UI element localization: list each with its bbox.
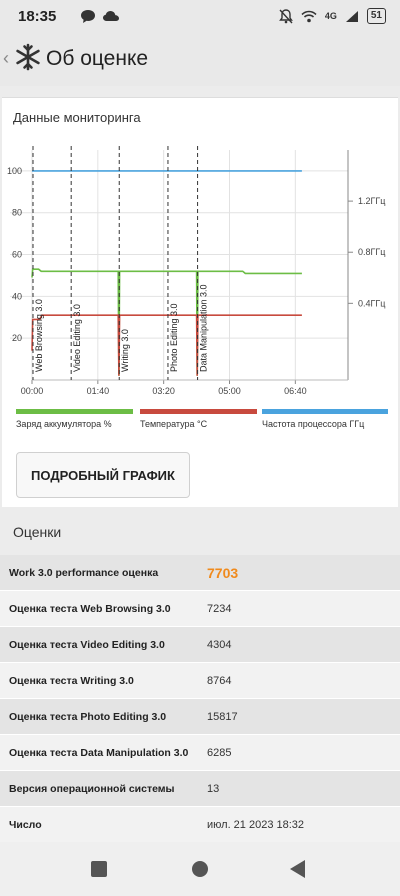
- legend-swatch: [16, 409, 133, 414]
- y-right-tick-label: 0.8ГГц: [358, 247, 385, 257]
- wifi-icon: [301, 10, 317, 22]
- score-row: Оценка теста Writing 3.0 8764: [0, 663, 400, 699]
- app-bar: ‹ Об оценке: [0, 34, 400, 86]
- test-marker-label: Photo Editing 3.0: [169, 303, 179, 372]
- y-right-tick-label: 0.4ГГц: [358, 298, 385, 308]
- test-marker-label: Web Browsing 3.0: [34, 299, 44, 372]
- y-left-tick-label: 80: [12, 208, 22, 218]
- snowflake-logo-icon: [16, 43, 40, 71]
- legend-label: Заряд аккумулятора %: [16, 419, 112, 429]
- score-label: Оценка теста Writing 3.0: [9, 674, 134, 687]
- score-row: Оценка теста Web Browsing 3.0 7234: [0, 591, 400, 627]
- cloud-icon: [103, 11, 119, 21]
- legend-swatch: [140, 409, 257, 414]
- x-tick-label: 03:20: [152, 386, 175, 396]
- status-notification-icons: [80, 9, 120, 24]
- score-value: 13: [207, 782, 220, 795]
- monitoring-card: Данные мониторинга 20 40 60 80 100 00:00 01:40…: [2, 97, 398, 507]
- y-left-tick-label: 100: [7, 166, 22, 176]
- score-value: 6285: [207, 746, 232, 759]
- network-type-label: 4G: [324, 11, 337, 21]
- back-chevron-icon[interactable]: ‹: [3, 48, 9, 68]
- legend-item: Температура °C: [140, 409, 257, 429]
- status-bar: 18:35 4G 51: [0, 0, 400, 34]
- x-tick-label: 05:00: [218, 386, 241, 396]
- x-tick-label: 00:00: [21, 386, 44, 396]
- x-tick-label: 06:40: [284, 386, 307, 396]
- score-value: 7234: [207, 602, 232, 615]
- chat-bubble-icon: [81, 10, 95, 23]
- legend-label: Температура °C: [140, 419, 208, 429]
- series-line-1: [31, 314, 302, 376]
- notifications-muted-icon: [278, 8, 293, 23]
- score-label: Оценка теста Data Manipulation 3.0: [9, 746, 189, 759]
- score-label: Оценка теста Web Browsing 3.0: [9, 602, 171, 615]
- score-value: 4304: [207, 638, 232, 651]
- detailed-chart-button[interactable]: ПОДРОБНЫЙ ГРАФИК: [16, 452, 190, 498]
- scores-table: Work 3.0 performance оценка 7703 Оценка те…: [0, 555, 400, 843]
- test-marker-label: Writing 3.0: [120, 329, 130, 372]
- status-time: 18:35: [18, 8, 57, 25]
- y-left-tick-label: 20: [12, 333, 22, 343]
- score-label: Оценка теста Video Editing 3.0: [9, 638, 165, 651]
- system-nav-bar: [0, 842, 400, 896]
- score-row: Число июл. 21 2023 18:32: [0, 807, 400, 843]
- legend-item: Частота процессора ГГц: [262, 409, 388, 429]
- x-tick-label: 01:40: [87, 386, 110, 396]
- monitoring-title: Данные мониторинга: [13, 110, 141, 125]
- signal-icon: [345, 10, 358, 22]
- score-value: 8764: [207, 674, 232, 687]
- scores-title: Оценки: [13, 524, 62, 540]
- score-value: июл. 21 2023 18:32: [207, 818, 305, 831]
- battery-icon: 51: [366, 8, 386, 24]
- series-line-0: [31, 268, 302, 376]
- y-right-tick-label: 1.2ГГц: [358, 196, 385, 206]
- test-marker-label: Data Manipulation 3.0: [199, 284, 209, 372]
- score-label: Work 3.0 performance оценка: [9, 566, 159, 579]
- y-left-tick-label: 60: [12, 250, 22, 260]
- score-row: Оценка теста Video Editing 3.0 4304: [0, 627, 400, 663]
- status-system-icons: 4G 51: [278, 8, 386, 24]
- y-left-tick-label: 40: [12, 291, 22, 301]
- monitoring-chart[interactable]: 20 40 60 80 100 00:00 01:40 03:20 05:00 06:40 0.4Г…: [2, 138, 398, 400]
- recents-square-icon[interactable]: [91, 861, 107, 877]
- page-title: Об оценке: [46, 47, 149, 70]
- legend-label: Частота процессора ГГц: [262, 419, 365, 429]
- back-triangle-icon[interactable]: [290, 860, 305, 878]
- overall-score-value: 7703: [207, 564, 239, 581]
- score-value: 15817: [207, 710, 238, 723]
- score-row: Work 3.0 performance оценка 7703: [0, 555, 400, 591]
- score-label: Оценка теста Photo Editing 3.0: [9, 710, 167, 723]
- legend-swatch: [262, 409, 388, 414]
- score-label: Версия операционной системы: [9, 782, 175, 795]
- score-row: Оценка теста Photo Editing 3.0 15817: [0, 699, 400, 735]
- score-label: Число: [9, 818, 42, 831]
- home-circle-icon[interactable]: [192, 861, 208, 877]
- test-marker-label: Video Editing 3.0: [72, 304, 82, 372]
- score-row: Версия операционной системы 13: [0, 771, 400, 807]
- score-row: Оценка теста Data Manipulation 3.0 6285: [0, 735, 400, 771]
- legend-item: Заряд аккумулятора %: [16, 409, 133, 429]
